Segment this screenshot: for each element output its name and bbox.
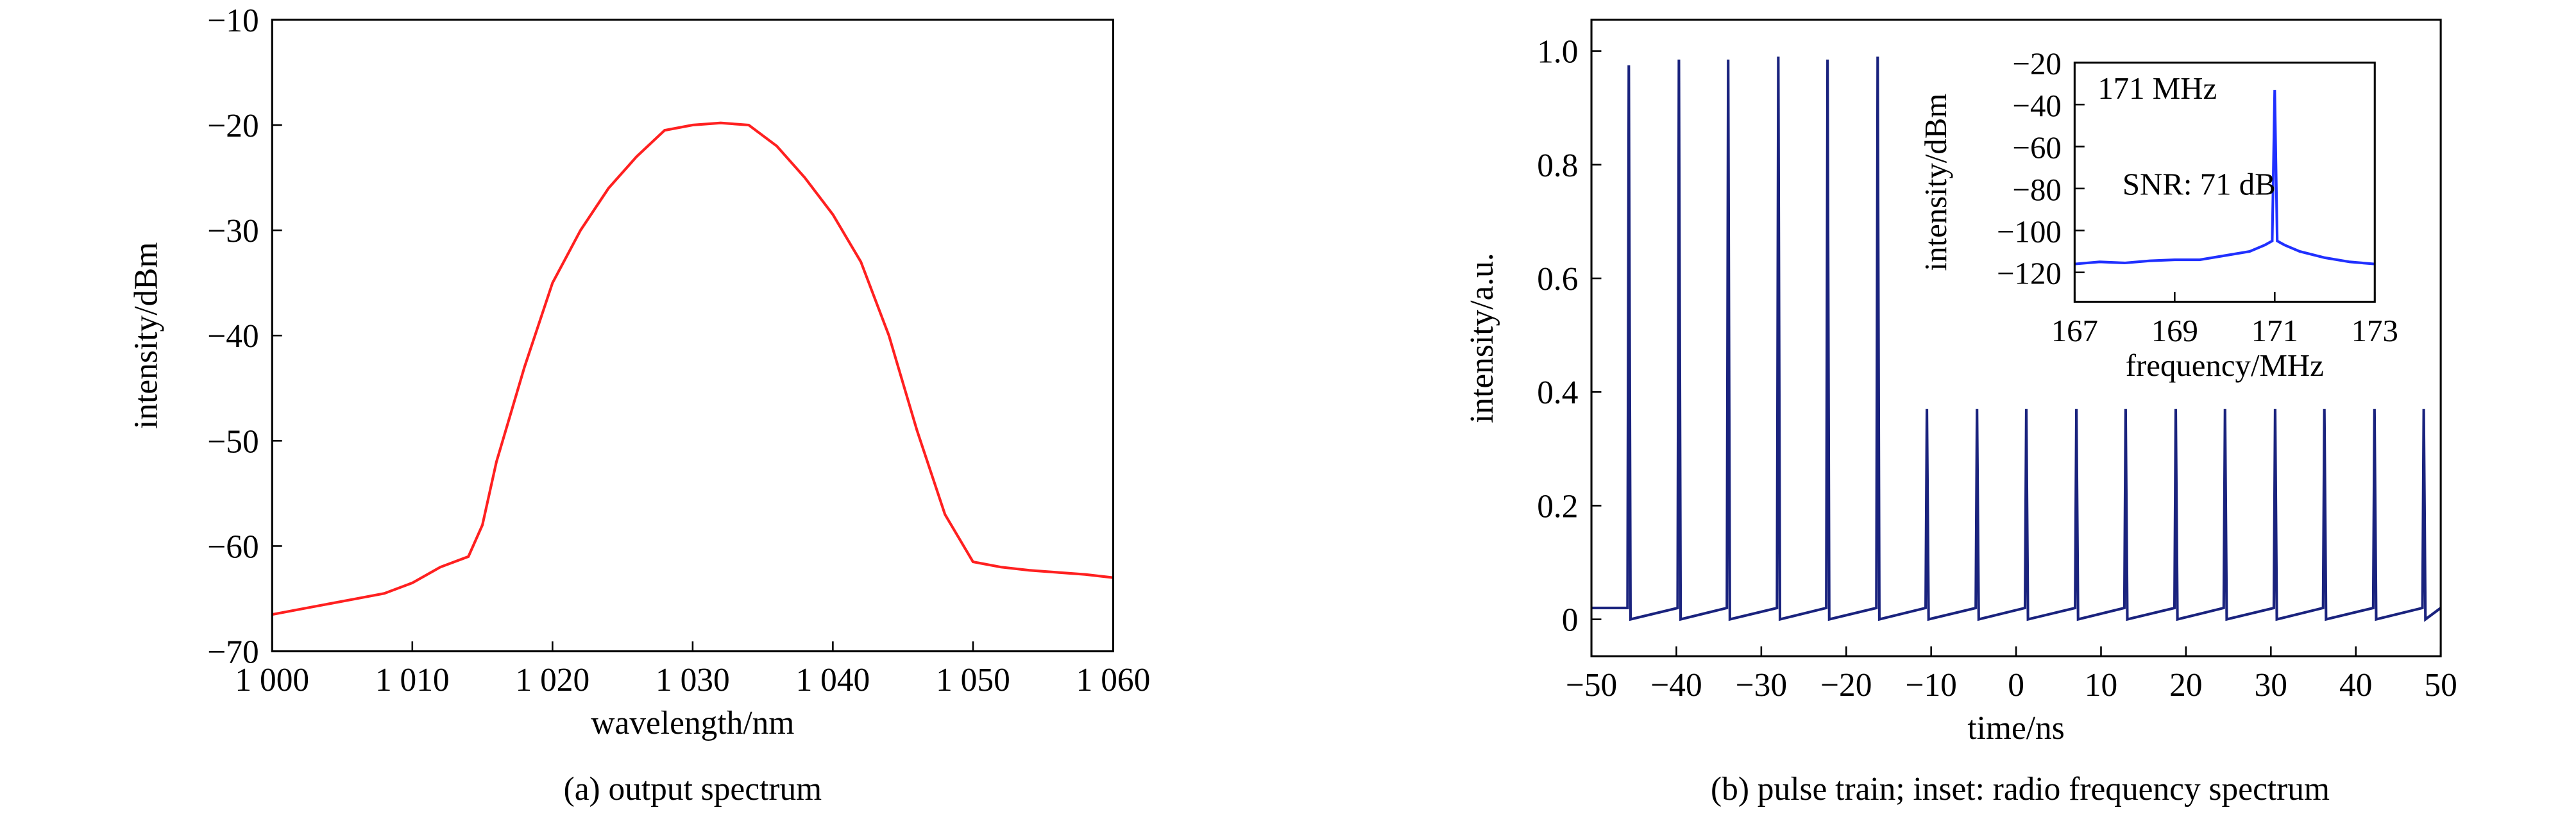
y-tick-label: 0.2 bbox=[1537, 488, 1578, 525]
caption: (a) output spectrum bbox=[564, 771, 822, 807]
data-line bbox=[1591, 56, 2442, 622]
y-tick-label: −40 bbox=[207, 318, 258, 355]
x-tick-label: 1 030 bbox=[656, 662, 730, 698]
x-tick-label: 0 bbox=[2008, 667, 2024, 704]
y-tick-label: −30 bbox=[207, 213, 258, 249]
y-tick-label: −60 bbox=[2012, 130, 2061, 165]
y-tick-label: −60 bbox=[207, 528, 258, 565]
x-tick-label: 1 060 bbox=[1076, 662, 1151, 698]
y-tick-label: 0 bbox=[1562, 602, 1579, 639]
y-tick-label: 0.4 bbox=[1537, 375, 1578, 411]
annotation: 171 MHz bbox=[2097, 71, 2217, 106]
x-tick-label: 20 bbox=[2169, 667, 2202, 704]
y-tick-label: −20 bbox=[207, 108, 258, 144]
x-tick-label: −10 bbox=[1905, 667, 1956, 704]
axes-frame bbox=[271, 19, 1115, 653]
x-tick-label: 169 bbox=[2151, 313, 2198, 348]
x-tick-label: 1 010 bbox=[375, 662, 450, 698]
y-tick-label: −70 bbox=[207, 634, 258, 671]
axes-frame bbox=[2073, 62, 2376, 303]
x-tick-label: −20 bbox=[1820, 667, 1872, 704]
x-axis-label: time/ns bbox=[1967, 710, 2064, 747]
y-tick-label: −80 bbox=[2012, 172, 2061, 207]
x-tick-label: 1 020 bbox=[516, 662, 590, 698]
x-axis-label: frequency/MHz bbox=[2126, 348, 2324, 383]
y-tick-label: 1.0 bbox=[1537, 34, 1578, 71]
x-tick-label: 1 000 bbox=[235, 662, 309, 698]
x-tick-label: 167 bbox=[2051, 313, 2098, 348]
y-tick-label: −120 bbox=[1997, 256, 2062, 291]
y-tick-label: −50 bbox=[207, 423, 258, 460]
y-tick-label: 0.6 bbox=[1537, 261, 1578, 298]
x-tick-label: 1 040 bbox=[796, 662, 870, 698]
y-tick-label: −10 bbox=[207, 3, 258, 39]
x-tick-label: 30 bbox=[2255, 667, 2287, 704]
x-tick-label: 1 050 bbox=[936, 662, 1010, 698]
annotation: SNR: 71 dB bbox=[2123, 166, 2276, 201]
data-line bbox=[271, 121, 1114, 616]
x-tick-label: 173 bbox=[2351, 313, 2398, 348]
caption: (b) pulse train; inset: radio frequency … bbox=[1711, 771, 2330, 807]
y-tick-label: −40 bbox=[2012, 88, 2061, 123]
y-axis-label: intensity/dBm bbox=[1918, 94, 1953, 271]
y-tick-label: −20 bbox=[2012, 46, 2061, 81]
y-tick-label: 0.8 bbox=[1537, 148, 1578, 184]
x-tick-label: −50 bbox=[1566, 667, 1617, 704]
y-tick-label: −100 bbox=[1997, 214, 2062, 249]
y-axis-label: intensity/a.u. bbox=[1464, 253, 1500, 423]
x-tick-label: 10 bbox=[2085, 667, 2117, 704]
x-tick-label: 171 bbox=[2251, 313, 2298, 348]
data-line bbox=[2074, 90, 2375, 266]
x-tick-label: 50 bbox=[2424, 667, 2457, 704]
x-axis-label: wavelength/nm bbox=[591, 705, 794, 741]
x-tick-label: −40 bbox=[1650, 667, 1702, 704]
x-tick-label: 40 bbox=[2339, 667, 2372, 704]
x-tick-label: −30 bbox=[1736, 667, 1787, 704]
y-axis-label: intensity/dBm bbox=[128, 242, 164, 429]
